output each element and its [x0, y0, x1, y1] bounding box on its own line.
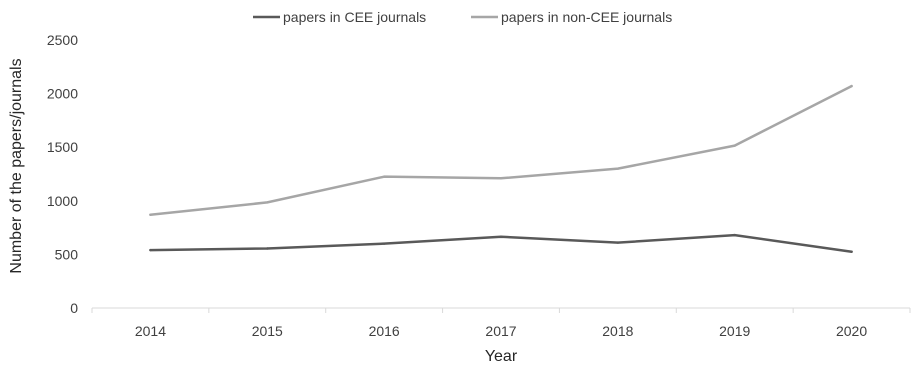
x-axis-title: Year [485, 348, 518, 365]
data-point [616, 241, 620, 244]
x-tick-label: 2015 [252, 323, 283, 339]
legend-label: papers in CEE journals [283, 9, 426, 25]
y-tick-label: 500 [55, 246, 79, 262]
x-axis-ticks: 2014 2015 2016 2017 2018 2019 2020 [91, 308, 911, 339]
data-point [382, 175, 386, 178]
x-tick-label: 2020 [836, 323, 867, 339]
y-axis-title: Number of the papers/journals [8, 58, 25, 273]
x-tick-label: 2018 [602, 323, 633, 339]
x-tick-label: 2016 [369, 323, 400, 339]
y-axis-ticks: 0 500 1000 1500 2000 2500 [47, 32, 78, 316]
series-line-non-cee [149, 84, 853, 216]
data-point [616, 167, 620, 170]
data-point [499, 177, 503, 180]
y-tick-label: 0 [70, 300, 78, 316]
data-point [850, 84, 853, 88]
x-tick-label: 2014 [135, 323, 166, 339]
y-tick-label: 2500 [47, 32, 78, 48]
y-tick-label: 2000 [47, 86, 78, 102]
series-layer [149, 84, 853, 253]
data-point [850, 250, 853, 253]
data-point [733, 144, 736, 147]
y-tick-label: 1000 [47, 193, 78, 209]
data-point [382, 242, 386, 245]
data-point [149, 213, 152, 216]
data-point [733, 233, 736, 237]
data-point [499, 235, 503, 238]
x-tick-label: 2017 [485, 323, 516, 339]
legend-label: papers in non-CEE journals [501, 9, 672, 25]
x-tick-label: 2019 [719, 323, 750, 339]
legend: papers in CEE journals papers in non-CEE … [253, 9, 672, 25]
y-tick-label: 1500 [47, 139, 78, 155]
data-point [266, 247, 269, 250]
data-point [266, 201, 269, 204]
data-point [149, 248, 152, 252]
